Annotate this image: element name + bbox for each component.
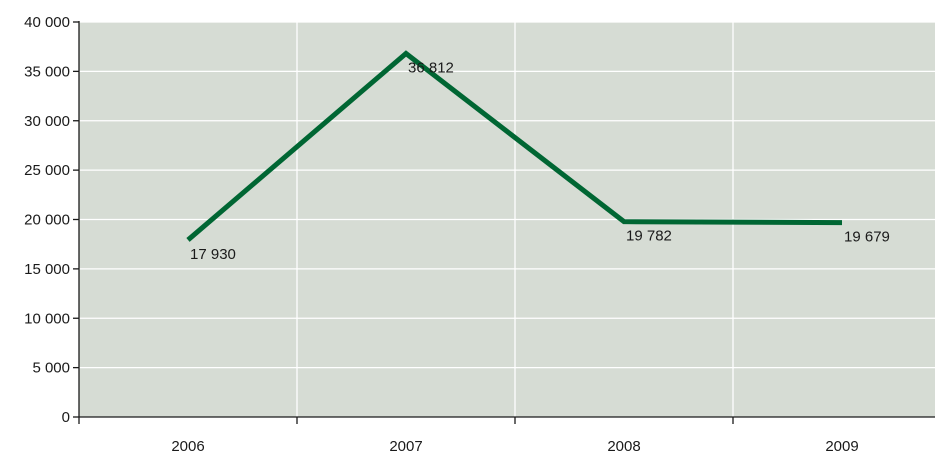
x-tick-label: 2007 bbox=[389, 438, 422, 455]
data-label: 36 812 bbox=[408, 59, 454, 76]
y-tick-label: 0 bbox=[62, 409, 70, 426]
y-tick-label: 25 000 bbox=[24, 162, 70, 179]
axes bbox=[73, 21, 935, 424]
data-label: 19 782 bbox=[626, 228, 672, 245]
data-label: 19 679 bbox=[844, 229, 890, 246]
series-line bbox=[186, 50, 843, 242]
x-tick-labels: 2006 2007 2008 2009 bbox=[171, 438, 858, 455]
x-tick-label: 2006 bbox=[171, 438, 204, 455]
y-tick-label: 15 000 bbox=[24, 261, 70, 278]
y-tick-label: 40 000 bbox=[24, 14, 70, 31]
y-tick-label: 35 000 bbox=[24, 63, 70, 80]
y-tick-labels: 0 5 000 10 000 15 000 20 000 25 000 30 000 35 0… bbox=[24, 14, 70, 426]
y-tick-label: 10 000 bbox=[24, 310, 70, 327]
y-tick-label: 5 000 bbox=[32, 360, 70, 377]
data-label: 17 930 bbox=[190, 246, 236, 263]
y-tick-label: 30 000 bbox=[24, 113, 70, 130]
x-tick-label: 2008 bbox=[607, 438, 640, 455]
gridlines bbox=[79, 21, 935, 417]
x-tick-label: 2009 bbox=[825, 438, 858, 455]
data-labels: 17 930 36 812 19 782 19 679 bbox=[190, 59, 890, 262]
series bbox=[186, 50, 843, 242]
y-tick-label: 20 000 bbox=[24, 212, 70, 229]
